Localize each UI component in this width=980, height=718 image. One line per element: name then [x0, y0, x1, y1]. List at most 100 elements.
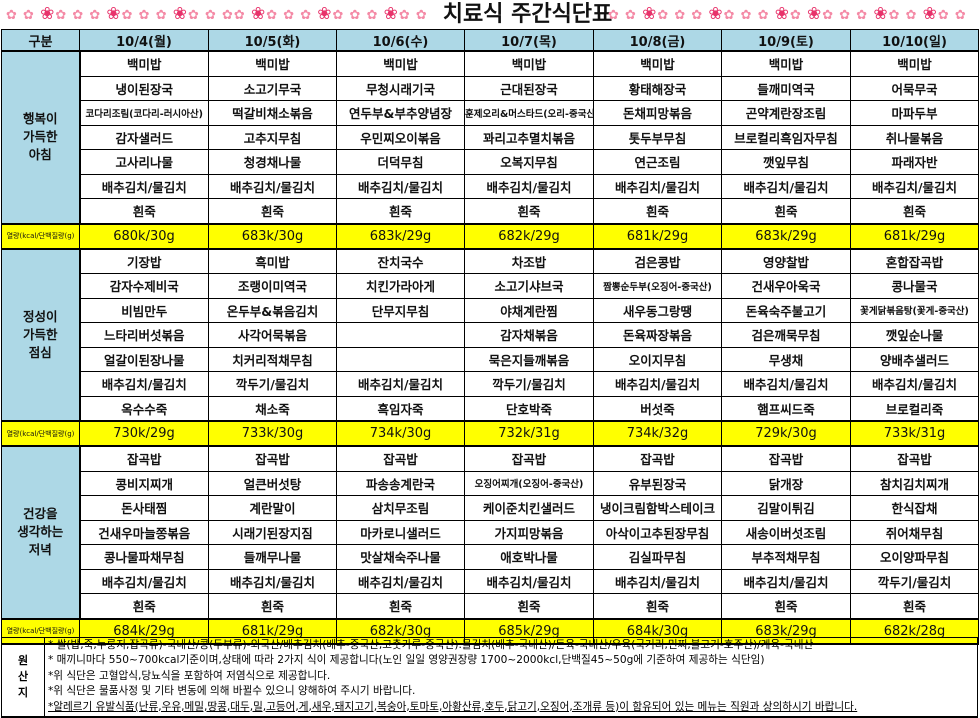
menu-item: 가지피망볶음: [464, 519, 594, 545]
breakfast-row: 고사리나물 청경채나물 더덕무침 오복지무침 연근조림 깻잎무침 파래자반: [2, 149, 979, 175]
kcal-label: 열량(kcal/단백질량(g): [1, 222, 80, 250]
origin-label-char: 산: [17, 670, 29, 683]
kcal-value: 683k/29g: [336, 222, 465, 250]
menu-item: 옥수수죽: [79, 395, 209, 422]
dinner-row: 콩나물파채무침 들깨무나물 맛살채숙주나물 애호박나물 김실파무침 부추적채무침 오이양파무…: [2, 544, 979, 570]
menu-item: 흰죽: [79, 198, 209, 224]
menu-item: 기장밥: [79, 248, 209, 274]
menu-item: 흑미밥: [208, 248, 337, 274]
note-allergy: *알레르기 유발식품(난류,우유,메밀,땅콩,대두,밀,고등어,게,새우,돼지고…: [48, 700, 858, 713]
menu-item: 연근조림: [593, 149, 722, 175]
menu-item: 들깨무나물: [208, 544, 337, 570]
menu-item: 양배추샐러드: [850, 346, 979, 372]
meal-label-line: 가득한: [22, 326, 58, 342]
origin-notes: 원 산 지 * 쌀(밥,죽,누룽지,잡곡류)-국내산/콩(두부류)-외국산/배추…: [1, 637, 978, 718]
kcal-value: 684k/30g: [593, 617, 722, 645]
menu-item: 배추김치/물김치: [721, 568, 851, 594]
category-header: 구분: [1, 29, 80, 52]
menu-item: 감자수제비국: [79, 273, 209, 299]
menu-item: 배추김치/물김치: [850, 371, 979, 397]
breakfast-label: 행복이 가득한 아침: [1, 50, 81, 224]
menu-item: 배추김치/물김치: [850, 173, 979, 199]
flower-decoration-right: ✿ ✿ ❀✿ ✿ ✿ ❀✿ ✿ ✿ ❀✿ ❀✿ ✿ ✿ ❀✿ ✿ ❀✿ ✿: [608, 4, 967, 24]
menu-item: 흰죽: [336, 593, 465, 619]
kcal-value: 681k/29g: [850, 222, 979, 250]
menu-item: 냉이된장국: [79, 75, 209, 101]
day-header: 10/6(수): [336, 29, 465, 52]
menu-item: 치커리적채무침: [208, 346, 337, 372]
menu-item: 햄프씨드죽: [721, 395, 851, 422]
kcal-value: 681k/29g: [208, 617, 337, 645]
breakfast-row: 감자샐러드 고추지무침 우민찌오이볶음 꽈리고추멸치볶음 톳두부무침 브로컬리흑임자무침 취…: [2, 124, 979, 150]
menu-item: 백미밥: [721, 50, 851, 77]
menu-item: 황태해장국: [593, 75, 722, 101]
menu-item: 조랭이미역국: [208, 273, 337, 299]
menu-item: 묵은지들깨볶음: [464, 346, 594, 372]
origin-label-char: 원: [17, 654, 29, 667]
menu-item: 흰죽: [593, 593, 722, 619]
menu-item: 배추김치/물김치: [721, 173, 851, 199]
day-header: 10/9(토): [721, 29, 851, 52]
day-header: 10/7(목): [464, 29, 594, 52]
menu-item: 잡곡밥: [593, 445, 722, 472]
page-title: 치료식 주간식단표: [442, 2, 613, 27]
menu-item: 김실파무침: [593, 544, 722, 570]
menu-item: 깻잎순나물: [850, 322, 979, 348]
kcal-value: 730k/29g: [79, 420, 209, 447]
menu-item: 코다리조림(코다리-러시아산): [79, 100, 209, 126]
menu-item: 돈사태찜: [79, 495, 209, 521]
menu-item: 느타리버섯볶음: [79, 322, 209, 348]
breakfast-row: 배추김치/물김치 배추김치/물김치 배추김치/물김치 배추김치/물김치 배추김치/물김치…: [2, 173, 979, 199]
menu-item: 브로컬리흑임자무침: [721, 124, 851, 150]
kcal-label: 열량(kcal/단백질량(g): [1, 617, 80, 645]
origin-label: 원 산 지: [2, 638, 45, 716]
menu-item: 마파두부: [850, 100, 979, 126]
menu-item: 배추김치/물김치: [208, 173, 337, 199]
dinner-row: 배추김치/물김치 배추김치/물김치 배추김치/물김치 배추김치/물김치 배추김치/물김치…: [2, 568, 979, 594]
menu-item: 한식잡채: [850, 495, 979, 521]
menu-item: 영양찰밥: [721, 248, 851, 274]
menu-item: 백미밥: [593, 50, 722, 77]
menu-item: 흰죽: [721, 593, 851, 619]
menu-item: 오이양파무침: [850, 544, 979, 570]
dinner-row: 흰죽 흰죽 흰죽 흰죽 흰죽 흰죽 흰죽: [2, 593, 979, 619]
menu-item: 잔치국수: [336, 248, 465, 274]
menu-item: 콩비지찌개: [79, 470, 209, 496]
menu-item: 오이지무침: [593, 346, 722, 372]
menu-item: 근대된장국: [464, 75, 594, 101]
menu-item: 케이준치킨샐러드: [464, 495, 594, 521]
menu-item: 냉이크림함박스테이크: [593, 495, 722, 521]
note-changes: *위 식단은 물품사정 및 기타 변동에 의해 바뀔수 있으니 양해하여 주시기…: [48, 685, 416, 698]
menu-item: 소고기무국: [208, 75, 337, 101]
menu-item: 잡곡밥: [79, 445, 209, 472]
menu-item: 깍두기/물김치: [850, 568, 979, 594]
menu-item: 흰죽: [336, 198, 465, 224]
menu-item: 채소죽: [208, 395, 337, 422]
menu-item: 취나물볶음: [850, 124, 979, 150]
menu-item: 배추김치/물김치: [336, 568, 465, 594]
meal-label-line: 아침: [28, 147, 52, 163]
weekly-menu-table: 구분 10/4(월) 10/5(화) 10/6(수) 10/7(목) 10/8(금) 10…: [1, 29, 979, 645]
menu-item: 버섯죽: [593, 395, 722, 422]
menu-item: 무생채: [721, 346, 851, 372]
menu-item: 파래자반: [850, 149, 979, 175]
lunch-row: 느타리버섯볶음 사각어묵볶음 감자채볶음 돈육짜장볶음 검은깨묵무침 깻잎순나물: [2, 322, 979, 348]
menu-item: 얼갈이된장나물: [79, 346, 209, 372]
menu-item: 깍두기/물김치: [464, 371, 594, 397]
menu-item: 들깨미역국: [721, 75, 851, 101]
kcal-value: 685k/29g: [464, 617, 594, 645]
lunch-row: 정성이 가득한 점심 기장밥 흑미밥 잔치국수 차조밥 검은콩밥 영양찰밥 혼합잡곡밥: [1, 248, 979, 422]
menu-item: 아삭이고추된장무침: [593, 519, 722, 545]
menu-item: 감자채볶음: [464, 322, 594, 348]
title-bar: ✿ ✿ ❀✿ ✿ ✿ ❀✿ ✿ ✿ ❀✿ ✿ ✿✿ ❀✿ ✿ ✿ ❀✿ ✿ ✿ …: [0, 0, 980, 30]
kcal-value: 734k/30g: [336, 420, 465, 447]
day-header: 10/10(일): [850, 29, 979, 52]
menu-item: 사각어묵볶음: [208, 322, 337, 348]
menu-item: 흑임자죽: [336, 395, 465, 422]
kcal-value: 733k/31g: [850, 420, 979, 447]
kcal-value: 682k/29g: [464, 222, 594, 250]
note-low-salt: *위 식단은 고혈압식,당뇨식을 포함하여 저염식으로 제공합니다.: [48, 669, 331, 682]
menu-item: 흰죽: [464, 198, 594, 224]
menu-item: 흰죽: [464, 593, 594, 619]
dinner-label: 건강을 생각하는 저녁: [1, 445, 81, 619]
